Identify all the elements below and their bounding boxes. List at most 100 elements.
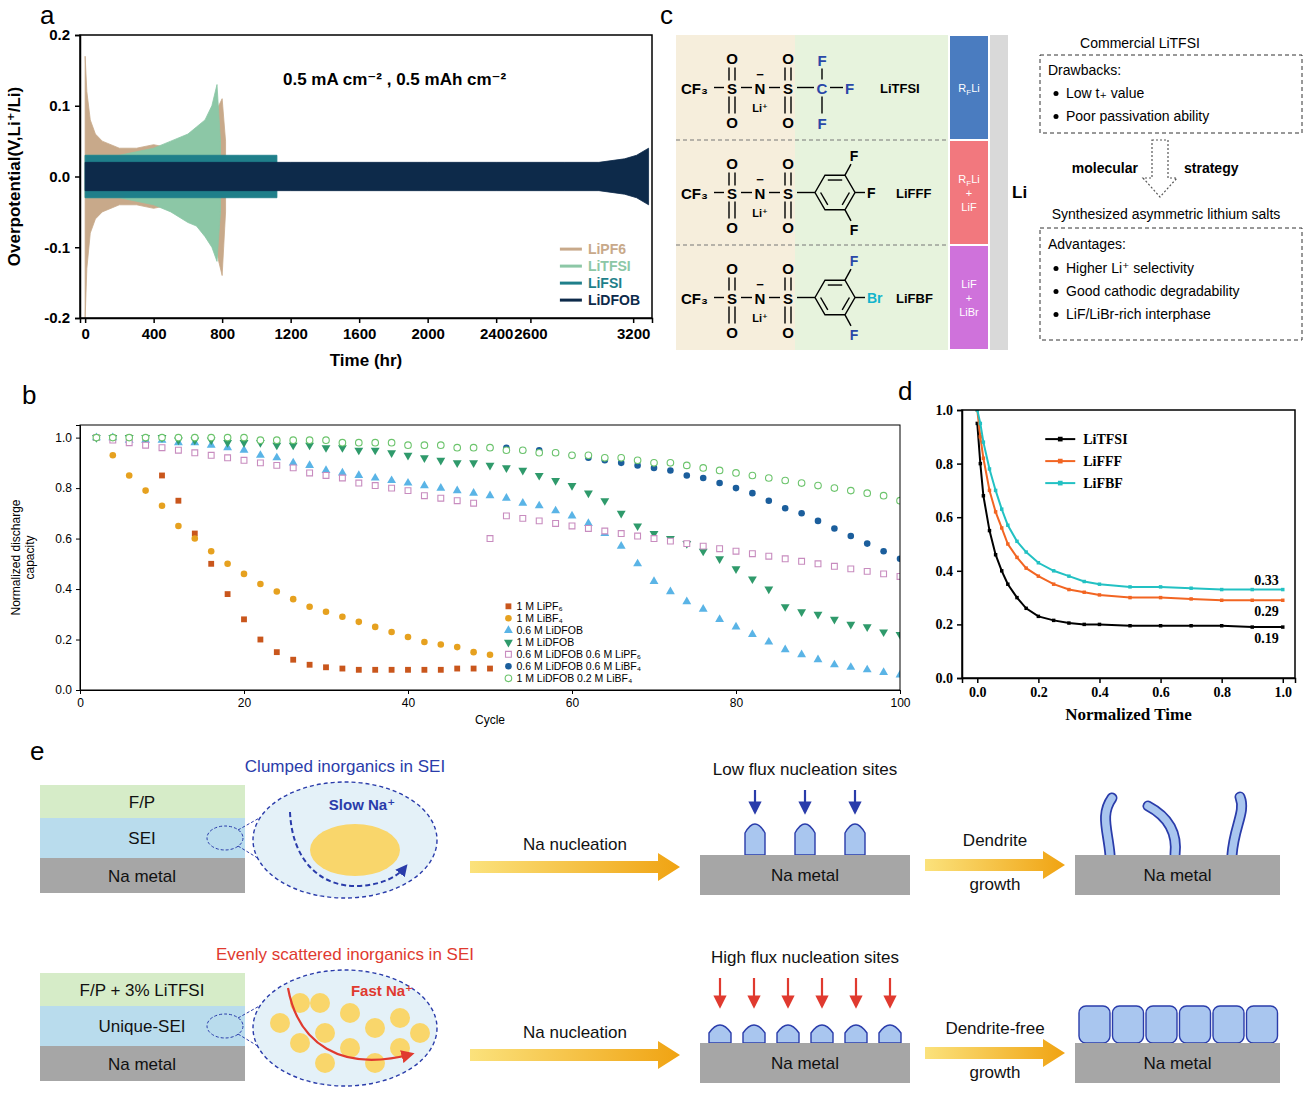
tick-label: 0.0 <box>49 168 70 185</box>
point <box>143 442 149 448</box>
axis-line <box>81 691 901 695</box>
tick: -0.2 <box>44 309 80 326</box>
axis-line <box>957 411 963 679</box>
point <box>405 442 412 449</box>
tick-label: 2600 <box>514 325 547 342</box>
na-metal <box>700 1043 910 1083</box>
bond <box>797 87 814 88</box>
point <box>764 586 773 594</box>
point <box>1220 624 1223 627</box>
zoom-view <box>253 782 437 898</box>
bond <box>828 179 842 180</box>
tick-mark <box>290 318 292 323</box>
point <box>1281 625 1284 628</box>
tick: 20 <box>238 690 252 710</box>
bond <box>790 202 791 219</box>
plot-area <box>976 410 1285 629</box>
tick-mark <box>1038 678 1040 683</box>
point <box>700 475 707 482</box>
point <box>551 478 560 486</box>
point <box>600 498 609 506</box>
tick: -0.1 <box>44 239 80 256</box>
legend-swatch <box>1058 459 1063 464</box>
tick: 0 <box>81 318 89 342</box>
point <box>569 452 576 459</box>
point <box>307 470 313 476</box>
point <box>1024 566 1027 569</box>
x-axis: 0400800120016002000240026003200 <box>81 318 653 342</box>
point <box>880 492 887 499</box>
point <box>436 483 445 491</box>
point <box>1128 585 1131 588</box>
bond <box>714 87 724 88</box>
inorganic <box>390 1008 410 1028</box>
point <box>356 439 363 446</box>
note-box <box>1040 228 1302 340</box>
text-line: growth <box>969 1063 1020 1082</box>
dendrite <box>1106 798 1112 855</box>
point <box>159 502 166 509</box>
tick: 1.0 <box>936 403 963 418</box>
inorganic <box>315 1053 335 1073</box>
process-arrow <box>470 853 680 881</box>
atom: − <box>756 277 764 292</box>
atom: F <box>850 253 859 269</box>
dendrite <box>1106 798 1112 855</box>
atom: N <box>755 185 766 202</box>
tick-mark <box>244 690 245 694</box>
tick-mark <box>153 318 155 323</box>
text-span: Li <box>971 173 980 185</box>
inorganic <box>410 1023 430 1043</box>
point <box>715 614 724 622</box>
diagram-text: F/P <box>129 793 155 812</box>
tick: 0.2 <box>1030 678 1048 700</box>
bond <box>845 269 851 280</box>
text-line: capacity <box>23 535 37 579</box>
tick-label: 0 <box>81 325 89 342</box>
point <box>1052 569 1055 572</box>
end-label: 0.19 <box>1254 631 1279 646</box>
tick: 60 <box>566 690 580 710</box>
point <box>782 505 789 512</box>
x-axis-title: Normalized Time <box>1065 705 1192 724</box>
legend-item: LiPF6 <box>560 241 626 257</box>
text-line: Normalized discharge <box>9 499 23 615</box>
bond <box>790 68 791 81</box>
point <box>799 558 805 564</box>
tick-label: 0.8 <box>1213 685 1231 700</box>
point <box>1006 582 1009 585</box>
tick-label: 3200 <box>617 325 650 342</box>
tick-label: 2000 <box>411 325 444 342</box>
plot-area <box>92 433 900 678</box>
point <box>307 662 313 668</box>
point <box>126 434 133 441</box>
tick: 0.4 <box>55 582 80 596</box>
nucleus <box>745 824 765 855</box>
point <box>126 472 133 479</box>
chart: 0204060801000.00.20.40.60.81.0CycleNorma… <box>9 425 911 727</box>
diagram-text: Unique-SEI <box>99 1017 186 1036</box>
note: LiF/LiBr-rich interphase <box>1066 306 1211 322</box>
tick-mark <box>76 539 80 540</box>
point <box>502 465 511 473</box>
atom: N <box>755 290 766 307</box>
legend-label: 1 M LiDFOB <box>516 636 574 648</box>
bond <box>728 173 729 186</box>
atom: C <box>817 80 828 97</box>
bond <box>784 307 785 324</box>
atom: Li⁺ <box>752 102 768 114</box>
point <box>682 541 691 549</box>
point <box>208 561 214 567</box>
atom: O <box>726 260 738 277</box>
point <box>159 473 165 479</box>
note: Low t₊ value <box>1066 85 1144 101</box>
tick: 40 <box>402 690 416 710</box>
inorganic <box>365 1053 385 1073</box>
tick-label: 0.0 <box>969 685 987 700</box>
bullet <box>1054 312 1059 317</box>
bond <box>741 297 752 298</box>
tick-mark <box>1099 678 1101 683</box>
tick-mark <box>222 318 224 323</box>
bullet <box>1054 266 1059 271</box>
point <box>1098 623 1101 626</box>
